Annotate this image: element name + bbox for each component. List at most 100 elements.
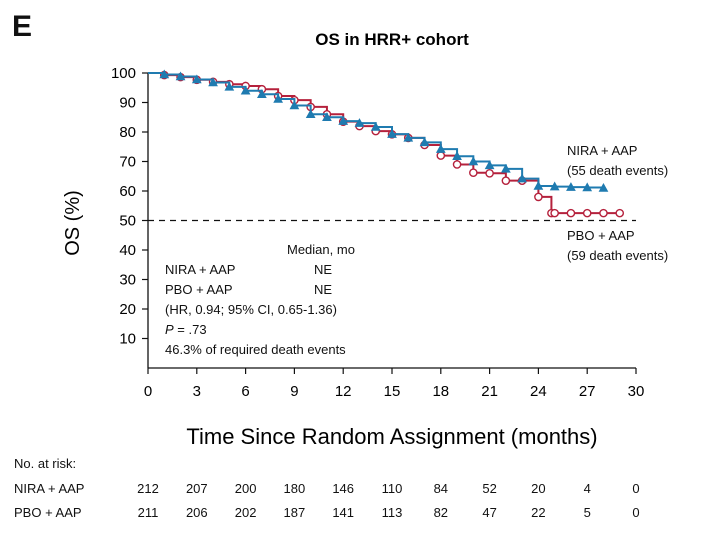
censor-marker: [566, 182, 576, 191]
censor-marker: [354, 118, 365, 127]
risk-cell: 141: [332, 505, 355, 520]
risk-cell: 202: [234, 505, 257, 520]
censor-marker: [582, 182, 593, 192]
censor-marker: [469, 168, 478, 178]
risk-cell: 207: [185, 481, 208, 496]
y-tick-label: 20: [119, 301, 136, 318]
risk-cell: 20: [531, 481, 546, 496]
series-label-pbo: PBO + AAP: [567, 228, 635, 243]
y-tick-label: 90: [119, 95, 136, 112]
series-pbo: [148, 70, 625, 218]
censor-marker: [224, 81, 235, 91]
risk-cell: 22: [531, 505, 546, 520]
censor-marker: [534, 192, 543, 202]
risk-cell: 113: [381, 505, 403, 520]
risk-row-label-pbo: PBO + AAP: [14, 505, 82, 520]
censor-marker: [322, 112, 332, 122]
censor-marker: [208, 77, 218, 87]
risk-cell: 47: [482, 505, 497, 520]
stats-row-nira-label: NIRA + AAP: [165, 262, 236, 277]
x-tick-label: 9: [290, 383, 298, 400]
censor-marker: [305, 109, 316, 119]
p-value-label: P: [165, 322, 174, 337]
risk-cell: 0: [632, 481, 640, 496]
series-line: [148, 72, 620, 215]
censor-marker: [387, 129, 397, 138]
stats-row-nira-value: NE: [314, 262, 333, 277]
stats-row-pbo-label: PBO + AAP: [165, 282, 233, 297]
series-events-pbo: (59 death events): [567, 248, 669, 263]
censor-marker: [500, 163, 511, 173]
risk-cell: 52: [482, 481, 497, 496]
risk-cell: 110: [381, 481, 403, 496]
y-tick-label: 80: [119, 124, 136, 141]
risk-cell: 4: [583, 481, 591, 496]
y-axis-label: OS (%): [62, 190, 84, 256]
y-tick-label: 100: [111, 65, 136, 82]
risk-cell: 211: [137, 505, 159, 520]
censor-marker: [435, 144, 446, 153]
series-label-nira: NIRA + AAP: [567, 143, 638, 158]
censor-marker: [549, 181, 560, 191]
censor-marker: [452, 160, 462, 169]
y-tick-label: 60: [119, 183, 136, 200]
censor-marker: [517, 173, 528, 183]
risk-cell: 206: [185, 505, 208, 520]
censor-marker: [485, 168, 494, 178]
censor-marker: [191, 74, 202, 84]
x-tick-label: 0: [144, 383, 152, 400]
hazard-ratio: (HR, 0.94; 95% CI, 0.65-1.36): [165, 302, 337, 317]
censor-marker: [452, 151, 462, 160]
x-tick-label: 15: [384, 383, 401, 400]
censor-marker: [566, 208, 576, 218]
series-nira: [148, 69, 609, 192]
risk-cell: 82: [433, 505, 449, 520]
censor-marker: [533, 180, 544, 190]
censor-marker: [159, 69, 170, 79]
censor-marker: [501, 176, 511, 185]
x-tick-label: 12: [335, 383, 352, 400]
x-tick-label: 30: [628, 383, 645, 400]
axes: 10 20 30 40 50 60 70 80 90 100 0 3 6 9 12 15 18 21 24 27 30: [111, 65, 644, 400]
y-tick-label: 40: [119, 242, 136, 259]
risk-cell: 200: [234, 481, 257, 496]
y-tick-label: 30: [119, 272, 136, 289]
risk-cell: 180: [283, 481, 306, 496]
stats-row-pbo-value: NE: [314, 282, 333, 297]
p-value: P = .73: [165, 322, 207, 337]
panel-letter: E: [12, 10, 33, 43]
x-axis-label: Time Since Random Assignment (months): [186, 424, 597, 449]
censor-marker: [468, 156, 479, 166]
x-tick-label: 21: [481, 383, 498, 400]
x-tick-label: 24: [530, 383, 547, 400]
censor-marker: [289, 100, 300, 110]
y-tick-label: 70: [119, 154, 136, 171]
risk-cell: 187: [283, 505, 306, 520]
risk-row-label-nira: NIRA + AAP: [14, 481, 85, 496]
censor-marker: [175, 71, 186, 81]
risk-cell: 5: [583, 505, 591, 520]
risk-cell: 212: [137, 481, 159, 496]
censor-marker: [370, 121, 381, 131]
median-header: Median, mo: [287, 242, 355, 257]
risk-cell: 0: [632, 505, 640, 520]
chart-title: OS in HRR+ cohort: [315, 30, 469, 49]
censor-marker: [240, 85, 251, 95]
censor-marker: [599, 208, 608, 218]
series-events-nira: (55 death events): [567, 163, 669, 178]
censor-marker: [484, 160, 495, 170]
x-tick-label: 18: [432, 383, 449, 400]
censor-marker: [598, 183, 609, 192]
risk-table-title: No. at risk:: [14, 456, 77, 471]
x-tick-label: 27: [579, 383, 596, 400]
censor-marker: [273, 93, 284, 103]
y-tick-label: 50: [119, 213, 136, 230]
censor-marker: [419, 137, 430, 147]
y-tick-label: 10: [119, 331, 136, 348]
censor-marker: [403, 132, 414, 142]
p-value-number: = .73: [177, 322, 207, 337]
x-tick-label: 6: [241, 383, 249, 400]
required-events: 46.3% of required death events: [165, 342, 346, 357]
risk-cell: 84: [433, 481, 449, 496]
censor-marker: [256, 89, 267, 98]
